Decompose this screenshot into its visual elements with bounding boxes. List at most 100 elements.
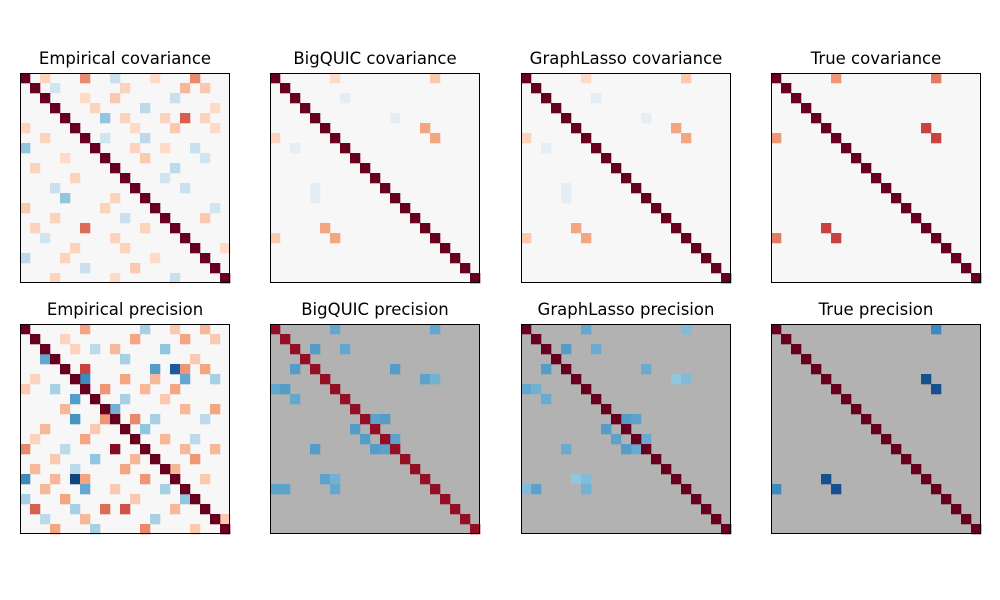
heatmap-diagonal-cell [591, 143, 602, 154]
heatmap-cell [120, 354, 131, 365]
heatmap-diagonal-cell [470, 273, 481, 284]
heatmap-cell [120, 83, 131, 94]
heatmap-cell [50, 454, 61, 465]
heatmap-diagonal-cell [270, 324, 281, 335]
heatmap-cell [190, 454, 201, 465]
heatmap-diagonal-cell [220, 524, 231, 535]
heatmap-diagonal-cell [420, 474, 431, 485]
heatmap-cell [50, 83, 61, 94]
heatmap-diagonal-cell [921, 474, 932, 485]
heatmap-diagonal-cell [430, 233, 441, 244]
heatmap-diagonal-cell [781, 83, 792, 94]
heatmap-diagonal-cell [961, 263, 972, 274]
heatmap-cell [90, 454, 101, 465]
heatmap-cell [931, 324, 942, 335]
heatmap-diagonal-cell [941, 494, 952, 505]
heatmap-diagonal-cell [811, 364, 822, 375]
heatmap-cell [390, 113, 401, 124]
heatmap-cell [80, 484, 91, 495]
heatmap-cell [200, 213, 211, 224]
heatmap-diagonal-cell [320, 123, 331, 134]
heatmap-cell [140, 524, 151, 535]
heatmap-cell [310, 444, 321, 455]
heatmap-cell [100, 414, 111, 425]
heatmap-cell [310, 344, 321, 355]
heatmap-diagonal-cell [40, 344, 51, 355]
heatmap-cell [80, 474, 91, 485]
heatmap-cell [110, 444, 121, 455]
heatmap-diagonal-cell [310, 113, 321, 124]
heatmap-cell [621, 444, 632, 455]
heatmap-diagonal-cell [531, 334, 542, 345]
heatmap-cell [20, 203, 31, 214]
heatmap-diagonal-cell [911, 464, 922, 475]
heatmap-cell [210, 334, 221, 345]
heatmap-cell [611, 434, 622, 445]
heatmap-cell [110, 93, 121, 104]
heatmap-cell [140, 474, 151, 485]
heatmap-cell [180, 83, 191, 94]
heatmap-cell [771, 133, 782, 144]
heatmap-cell [90, 524, 101, 535]
heatmap-cell [340, 93, 351, 104]
heatmap-cell [20, 474, 31, 485]
heatmap-cell [200, 364, 211, 375]
heatmap-diagonal-cell [971, 273, 982, 284]
heatmap-diagonal-cell [150, 203, 161, 214]
heatmap-cell [320, 474, 331, 485]
heatmap-cell [60, 153, 71, 164]
heatmap-panel [20, 73, 231, 284]
heatmap-cell [80, 434, 91, 445]
heatmap-cell [110, 404, 121, 415]
heatmap-cell [130, 123, 141, 134]
heatmap-diagonal-cell [851, 404, 862, 415]
heatmap-cell [80, 324, 91, 335]
heatmap-cell [70, 464, 81, 475]
heatmap-diagonal-cell [50, 103, 61, 114]
heatmap-diagonal-cell [80, 133, 91, 144]
heatmap-diagonal-cell [430, 484, 441, 495]
heatmap-diagonal-cell [440, 494, 451, 505]
heatmap-cell [70, 504, 81, 515]
heatmap-diagonal-cell [160, 213, 171, 224]
panel-title: Empirical covariance [39, 49, 211, 68]
heatmap-diagonal-cell [541, 344, 552, 355]
heatmap-diagonal-cell [931, 233, 942, 244]
heatmap-cell [110, 193, 121, 204]
heatmap-diagonal-cell [380, 434, 391, 445]
heatmap-cell [390, 434, 401, 445]
heatmap-diagonal-cell [771, 324, 782, 335]
heatmap-diagonal-cell [410, 213, 421, 224]
heatmap-cell [40, 233, 51, 244]
heatmap-cell [130, 414, 141, 425]
heatmap-cell [150, 514, 161, 525]
heatmap-cell [50, 524, 61, 535]
heatmap-diagonal-cell [310, 364, 321, 375]
heatmap-diagonal-cell [460, 514, 471, 525]
heatmap-cell [200, 153, 211, 164]
heatmap-cell [681, 324, 692, 335]
heatmap-cell [50, 384, 61, 395]
heatmap-cell [180, 364, 191, 375]
heatmap-cell [270, 484, 281, 495]
heatmap-cell [50, 273, 61, 284]
heatmap-cell [150, 253, 161, 264]
heatmap-diagonal-cell [140, 193, 151, 204]
heatmap-cell [100, 113, 111, 124]
heatmap-cell [20, 444, 31, 455]
heatmap-cell [581, 484, 592, 495]
heatmap-diagonal-cell [130, 183, 141, 194]
heatmap-cell [210, 374, 221, 385]
heatmap-cell [170, 123, 181, 134]
heatmap-diagonal-cell [30, 83, 41, 94]
heatmap-diagonal-cell [350, 153, 361, 164]
heatmap-cell [541, 143, 552, 154]
heatmap-cell [170, 324, 181, 335]
heatmap-cell [40, 133, 51, 144]
heatmap-diagonal-cell [791, 93, 802, 104]
heatmap-cell [80, 73, 91, 84]
heatmap-diagonal-cell [581, 133, 592, 144]
heatmap-diagonal-cell [400, 454, 411, 465]
heatmap-frame [270, 73, 480, 283]
heatmap-diagonal-cell [651, 203, 662, 214]
